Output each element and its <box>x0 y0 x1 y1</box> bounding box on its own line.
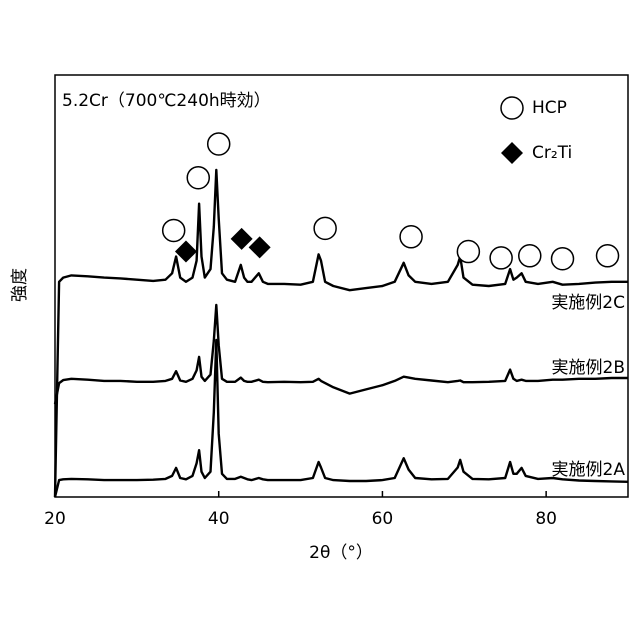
cr2ti-marker <box>175 241 197 263</box>
hcp-marker <box>457 241 479 263</box>
annotation: 5.2Cr（700℃240h時効） <box>62 91 271 111</box>
x-tick-label: 20 <box>44 509 66 529</box>
x-axis-label: 2θ（°） <box>309 543 373 563</box>
chart: 5.2Cr（700℃240h時効） 2θ（°） 強度 20 40 60 80 実施例2C… <box>0 0 640 640</box>
spectrum-line <box>55 305 628 404</box>
hcp-marker <box>597 245 619 267</box>
hcp-marker <box>400 226 422 248</box>
hcp-marker <box>314 217 336 239</box>
hcp-marker <box>501 97 523 119</box>
series-label: 実施例2A <box>552 460 626 480</box>
hcp-marker <box>187 167 209 189</box>
series-label: 実施例2B <box>552 358 625 378</box>
y-axis-label: 強度 <box>10 268 30 302</box>
legend-label: Cr₂Ti <box>532 143 572 163</box>
x-tick-label: 60 <box>372 509 394 529</box>
hcp-marker <box>208 133 230 155</box>
hcp-marker <box>552 248 574 270</box>
hcp-marker <box>490 247 512 269</box>
cr2ti-marker <box>231 228 253 250</box>
plot-frame <box>55 75 628 497</box>
hcp-marker <box>163 219 185 241</box>
cr2ti-marker <box>501 142 523 164</box>
cr2ti-marker <box>249 236 271 258</box>
spectrum-line <box>55 170 628 497</box>
series-label: 実施例2C <box>551 293 625 313</box>
hcp-marker <box>519 245 541 267</box>
spectrum-line <box>55 340 628 497</box>
legend-label: HCP <box>532 98 567 118</box>
x-tick-label: 80 <box>535 509 557 529</box>
x-tick-label: 40 <box>208 509 230 529</box>
